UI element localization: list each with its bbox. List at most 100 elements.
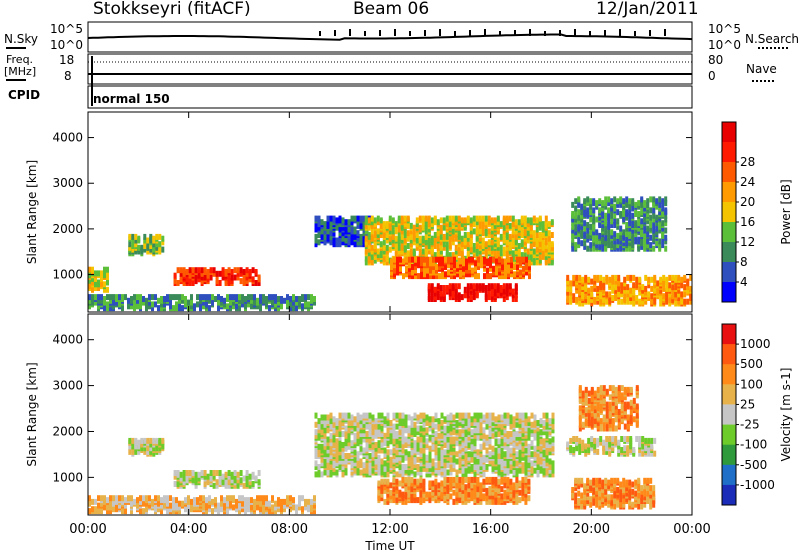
velocity-data-cell [380,458,384,465]
power-data-cell [241,294,244,301]
velocity-data-cell [245,481,249,487]
velocity-data-cell [134,443,138,450]
velocity-data-cell [377,412,381,419]
power-data-cell [614,291,618,298]
velocity-data-cell [289,506,292,513]
power-data-cell [610,212,614,219]
power-data-cell [592,218,596,225]
velocity-data-cell [182,470,186,476]
power-data-cell [247,294,250,301]
power-data-cell [224,269,228,275]
velocity-data-cell [146,437,150,444]
velocity-data-cell [194,477,198,484]
power-data-cell [106,301,109,308]
velocity-data-cell [425,438,429,445]
velocity-data-cell [500,471,504,478]
velocity-data-cell [476,467,480,474]
power-data-cell [526,248,530,255]
power-data-cell [408,256,411,263]
power-data-cell [200,270,204,277]
velocity-data-cell [407,458,411,465]
power-data-cell [94,299,97,306]
velocity-data-cell [374,427,378,434]
velocity-data-cell [524,420,528,426]
velocity-data-cell [356,416,360,423]
power-data-cell [472,246,476,253]
velocity-data-cell [473,440,477,447]
velocity-data-cell [407,469,411,476]
power-data-cell [106,286,109,293]
velocity-data-cell [389,482,393,489]
velocity-data-cell [338,443,342,450]
velocity-data-cell [434,445,438,452]
velocity-data-cell [326,414,330,421]
velocity-data-cell [335,469,339,476]
power-data-cell [511,250,515,257]
power-data-cell [433,232,437,238]
velocity-data-cell [128,448,132,455]
velocity-data-cell [344,462,348,469]
power-data-cell [457,228,461,235]
power-data-cell [547,221,551,228]
power-data-cell [613,243,617,250]
power-data-cell [590,300,594,307]
nsky-trace [87,33,693,41]
power-data-cell [448,294,452,301]
velocity-data-cell [109,508,112,515]
power-data-cell [364,255,368,262]
power-data-cell [608,298,612,305]
velocity-data-cell [446,425,450,432]
power-data-cell [451,252,455,259]
velocity-data-cell [317,423,321,430]
power-data-cell [149,243,153,249]
power-data-cell [130,296,133,302]
velocity-data-cell [157,506,160,513]
velocity-data-cell [326,456,330,463]
power-data-cell [608,280,612,287]
power-data-cell [517,230,521,237]
power-data-cell [134,237,138,244]
velocity-data-cell [491,432,495,439]
power-data-cell [671,274,675,281]
velocity-data-cell [461,464,465,470]
power-data-cell [574,205,578,212]
power-data-cell [314,215,318,222]
power-data-cell [388,233,392,240]
velocity-data-cell [452,449,456,456]
power-data-cell [233,274,237,281]
velocity-data-cell [524,462,528,469]
power-data-cell [505,283,509,290]
power-data-cell [475,290,479,297]
velocity-data-cell [335,423,339,430]
velocity-data-cell [395,487,399,494]
power-data-cell [344,224,348,231]
velocity-data-cell [341,412,345,419]
velocity-data-cell [371,429,375,436]
power-data-cell [520,224,524,231]
velocity-data-cell [253,498,256,505]
power-data-cell [441,260,444,267]
power-data-cell [532,257,536,264]
power-data-cell [424,233,428,240]
velocity-data-cell [374,423,378,430]
power-data-cell [436,283,440,290]
velocity-data-cell [467,429,471,436]
velocity-data-cell [500,414,504,421]
power-data-cell [605,278,609,285]
power-data-cell [323,239,327,246]
velocity-data-cell [446,469,450,476]
power-data-cell [634,211,638,217]
power-data-cell [671,287,675,294]
power-data-cell [655,214,659,221]
power-data-cell [602,276,606,283]
velocity-data-cell [413,412,417,419]
velocity-data-cell [323,440,327,447]
velocity-data-cell [491,412,495,419]
power-data-cell [535,232,539,238]
velocity-data-cell [392,432,396,439]
power-data-cell [577,231,581,238]
velocity-data-cell [226,495,229,502]
power-data-cell [661,242,665,249]
power-data-cell [453,262,456,269]
power-data-cell [100,281,103,288]
